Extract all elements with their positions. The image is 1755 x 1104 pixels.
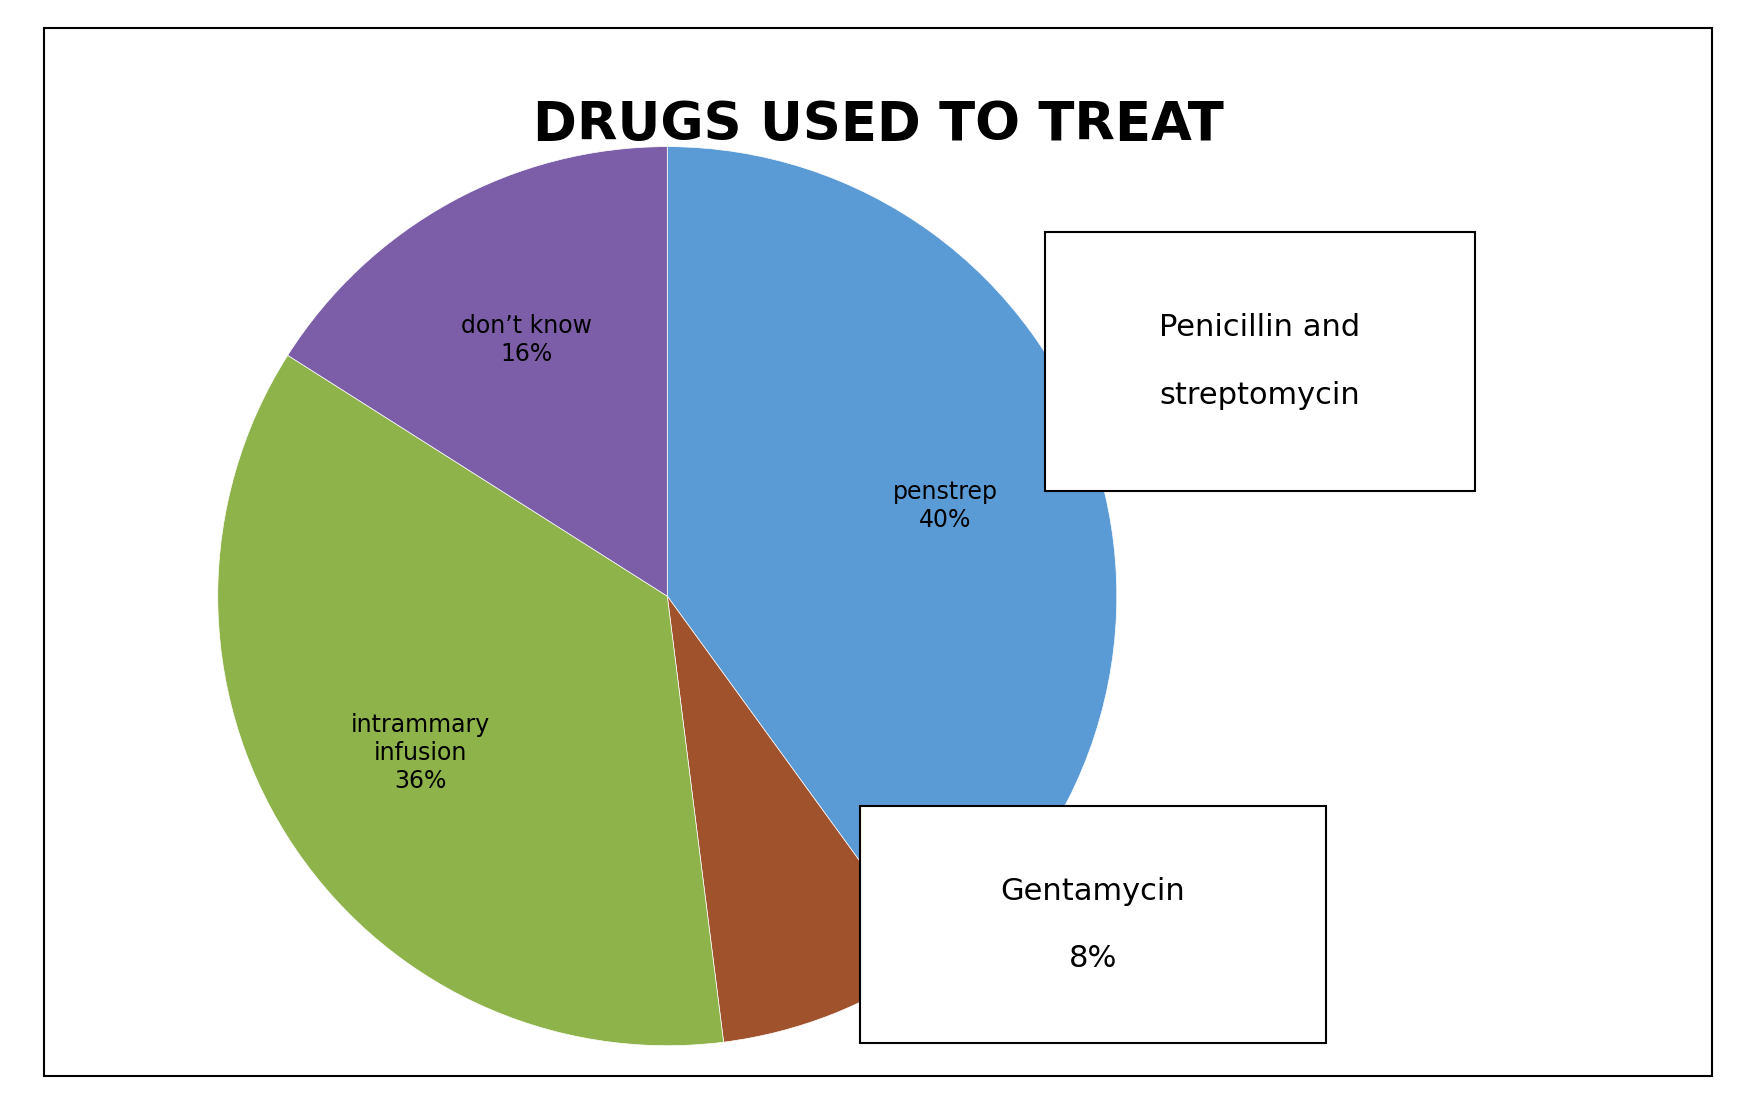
Wedge shape [288,147,667,596]
FancyBboxPatch shape [1044,232,1474,491]
Wedge shape [667,596,930,1042]
Text: don’t know
16%: don’t know 16% [462,315,591,367]
Wedge shape [667,147,1116,959]
Text: Gentamycin

8%: Gentamycin 8% [1000,877,1185,973]
Text: Penicillin and

streptomycin: Penicillin and streptomycin [1158,314,1360,410]
Text: penstrep
40%: penstrep 40% [892,480,997,532]
Text: DRUGS USED TO TREAT: DRUGS USED TO TREAT [532,99,1223,151]
Wedge shape [218,355,723,1045]
Text: intrammary
infusion
36%: intrammary infusion 36% [351,713,490,793]
FancyBboxPatch shape [860,806,1325,1043]
